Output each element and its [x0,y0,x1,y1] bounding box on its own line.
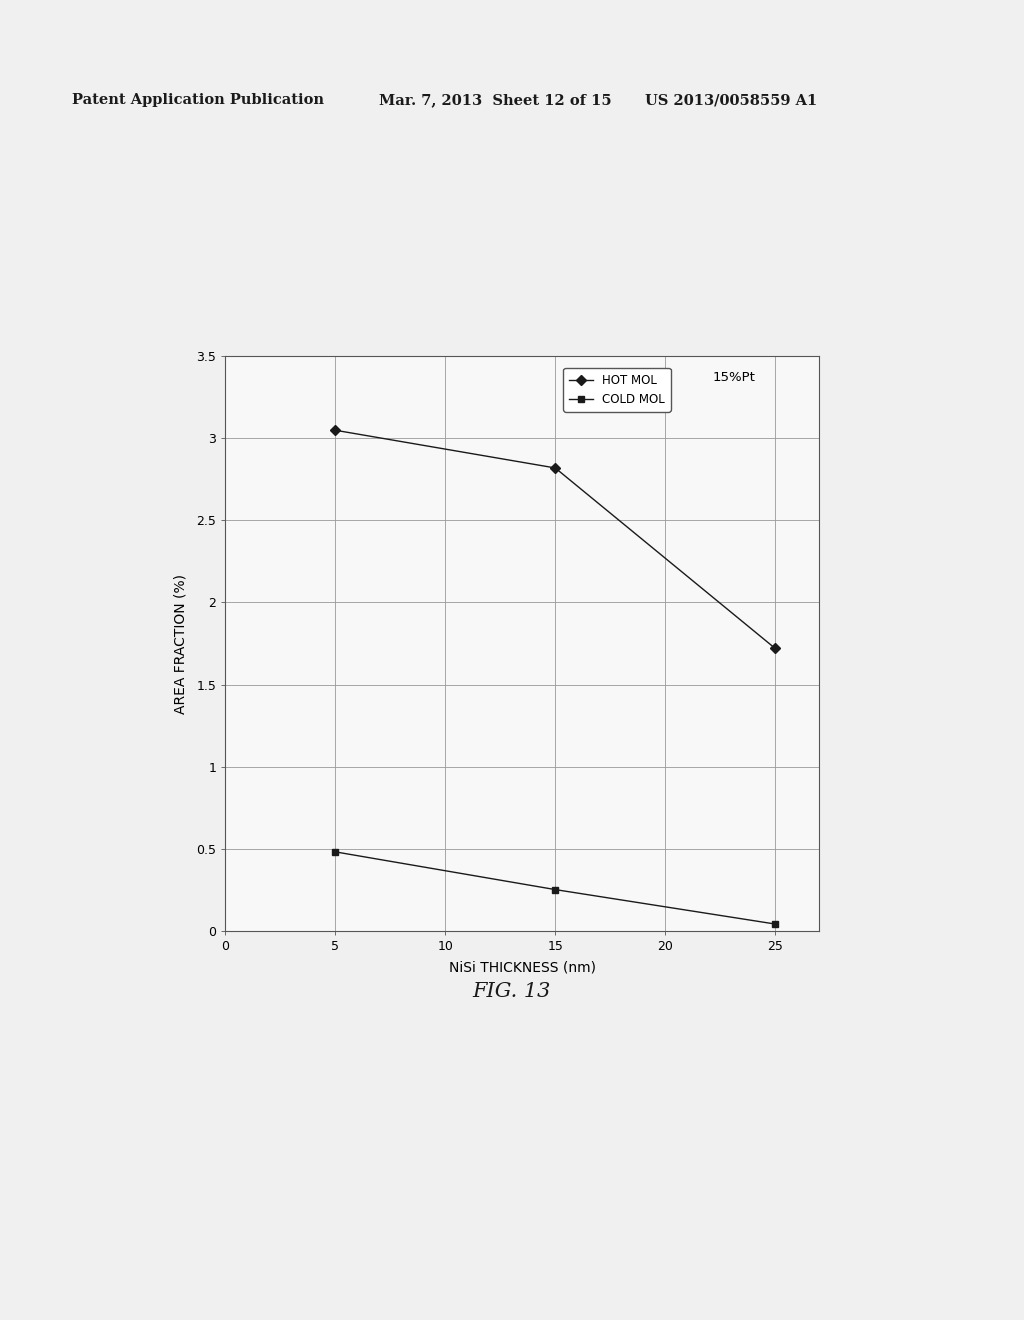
Line: COLD MOL: COLD MOL [332,849,778,928]
Text: Mar. 7, 2013  Sheet 12 of 15: Mar. 7, 2013 Sheet 12 of 15 [379,94,611,107]
HOT MOL [769,640,781,656]
Text: FIG. 13: FIG. 13 [473,982,551,1001]
HOT MOL [549,461,561,477]
Text: 15%Pt: 15%Pt [713,371,755,384]
Y-axis label: AREA FRACTION (%): AREA FRACTION (%) [174,573,188,714]
HOT MOL [329,422,341,438]
Line: HOT MOL: HOT MOL [332,426,778,652]
COLD MOL [769,916,781,932]
Text: Patent Application Publication: Patent Application Publication [72,94,324,107]
COLD MOL [549,882,561,898]
Text: US 2013/0058559 A1: US 2013/0058559 A1 [645,94,817,107]
Legend: HOT MOL, COLD MOL: HOT MOL, COLD MOL [563,368,671,412]
X-axis label: NiSi THICKNESS (nm): NiSi THICKNESS (nm) [449,961,596,975]
COLD MOL [329,843,341,859]
